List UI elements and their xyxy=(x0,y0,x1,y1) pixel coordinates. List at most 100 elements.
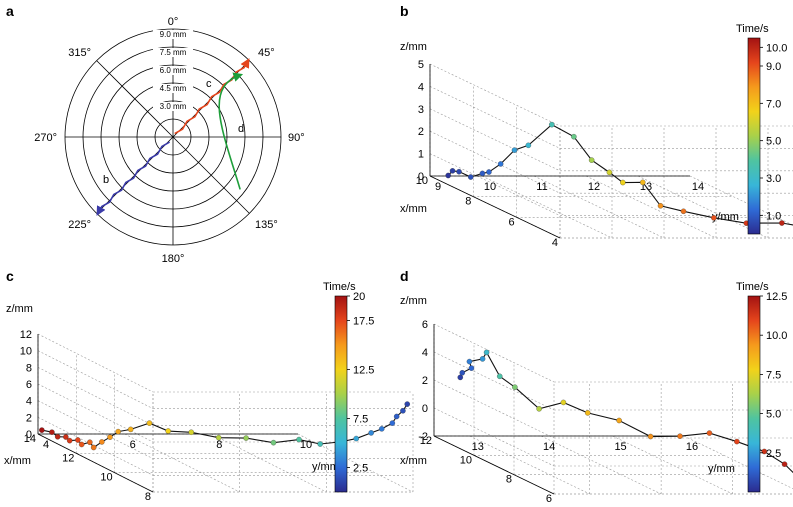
data-point xyxy=(677,433,683,439)
data-point xyxy=(606,169,613,176)
data-point xyxy=(706,430,713,436)
z-tick-label: 2 xyxy=(418,126,424,138)
trajectory-b xyxy=(96,141,170,216)
x-tick-label: 10 xyxy=(460,454,472,466)
wall-grid-line xyxy=(37,367,154,426)
colorbar-tick-label: 9.0 xyxy=(766,61,781,73)
wall-grid-line xyxy=(433,323,555,383)
x-tick-label: 10 xyxy=(100,472,112,484)
radial-tick-label: 3.0 mm xyxy=(160,102,187,111)
x-axis-line xyxy=(433,435,555,495)
y-tick-label: 10 xyxy=(484,181,496,193)
angle-tick-label: 135° xyxy=(255,219,278,231)
colorbar-tick-label: 2.5 xyxy=(766,448,781,460)
y-tick-label: 11 xyxy=(536,181,547,193)
data-point xyxy=(54,433,61,440)
x-tick-label: 8 xyxy=(145,491,151,503)
x-axis-label: x/mm xyxy=(4,455,31,467)
data-point xyxy=(536,406,542,412)
data-point xyxy=(468,365,475,371)
angle-tick-label: 0° xyxy=(168,16,179,28)
colorbar-tick-label: 5.0 xyxy=(766,136,781,148)
wall-grid-line xyxy=(37,383,154,443)
data-point xyxy=(66,437,73,444)
wall-grid-line xyxy=(433,351,555,411)
colorbar-tick-label: 5.0 xyxy=(766,409,781,421)
trajectory-d xyxy=(218,72,244,190)
x-tick-label: 14 xyxy=(24,433,36,445)
data-point xyxy=(456,168,462,175)
data-point xyxy=(467,174,474,180)
angle-tick-label: 45° xyxy=(258,47,275,59)
data-point xyxy=(270,439,277,446)
data-point xyxy=(640,179,646,186)
data-point xyxy=(317,441,323,447)
colorbar-tick-label: 2.5 xyxy=(353,463,368,475)
colorbar xyxy=(334,295,348,493)
data-point xyxy=(779,220,785,226)
x-tick-label: 10 xyxy=(416,175,428,187)
wall-grid-line xyxy=(429,153,561,216)
y-tick-label: 8 xyxy=(216,439,222,451)
data-point xyxy=(378,426,385,432)
trajectory-line xyxy=(459,351,793,474)
trajectory-label-d: d xyxy=(238,123,244,135)
radial-label-bg xyxy=(153,102,193,111)
data-point xyxy=(78,441,85,448)
data-point xyxy=(215,434,222,441)
data-point xyxy=(734,438,740,445)
wall-grid-line xyxy=(429,130,561,194)
wall-grid-line xyxy=(433,379,555,439)
wall-grid-line xyxy=(429,86,561,149)
y-tick-label: 9 xyxy=(435,181,441,193)
floor-grid-line xyxy=(541,435,662,495)
colorbar-tick-label: 7.5 xyxy=(766,369,781,381)
colorbar xyxy=(747,295,761,493)
data-point xyxy=(560,399,567,406)
z-tick-label: 4 xyxy=(422,347,428,359)
x-tick-label: 6 xyxy=(546,493,552,505)
polar-spoke xyxy=(96,60,174,138)
colorbar-tick-label: 3.0 xyxy=(766,173,781,185)
y-tick-label: 14 xyxy=(692,181,704,193)
floor-grid-line xyxy=(469,435,590,495)
z-tick-label: 2 xyxy=(26,412,32,424)
x-tick-label: 12 xyxy=(420,435,432,447)
angle-tick-label: 90° xyxy=(288,132,305,144)
data-point xyxy=(486,169,492,175)
scatter3d-plot-d: 12 10 8 6 13 14 15 16 -2 0 2 4 6 z/mm x/mm y/mm Time/s 2.… xyxy=(400,281,793,505)
radial-label-bg xyxy=(153,48,193,57)
wall-grid-line xyxy=(37,333,154,393)
trajectory-c xyxy=(174,58,250,135)
wall-grid-line xyxy=(429,63,561,127)
data-point xyxy=(75,437,81,443)
data-point xyxy=(479,170,486,177)
radial-label-bg xyxy=(153,30,193,39)
angle-tick-label: 180° xyxy=(162,253,185,265)
data-point xyxy=(457,374,464,381)
floor-grid-line xyxy=(481,175,613,239)
z-tick-label: 12 xyxy=(20,329,32,341)
z-axis-label: z/mm xyxy=(6,303,33,315)
data-point xyxy=(63,434,69,440)
z-tick-label: 3 xyxy=(418,104,424,116)
floor-grid-line xyxy=(683,435,793,490)
data-point xyxy=(711,215,717,221)
colorbar-tick-label: 7.0 xyxy=(766,98,781,110)
data-point xyxy=(511,147,518,153)
data-point xyxy=(87,439,93,445)
radial-tick-label: 9.0 mm xyxy=(160,30,187,39)
data-point xyxy=(49,429,55,435)
panel-label-a: a xyxy=(6,3,14,19)
radial-tick-label: 7.5 mm xyxy=(160,48,187,57)
z-tick-label: -2 xyxy=(418,431,428,443)
data-point xyxy=(400,408,406,414)
data-point xyxy=(404,401,410,407)
z-tick-label: 5 xyxy=(418,59,424,71)
data-point xyxy=(445,172,451,179)
data-point xyxy=(107,434,113,440)
radial-tick-label: 4.5 mm xyxy=(160,84,187,93)
data-point xyxy=(127,426,134,433)
